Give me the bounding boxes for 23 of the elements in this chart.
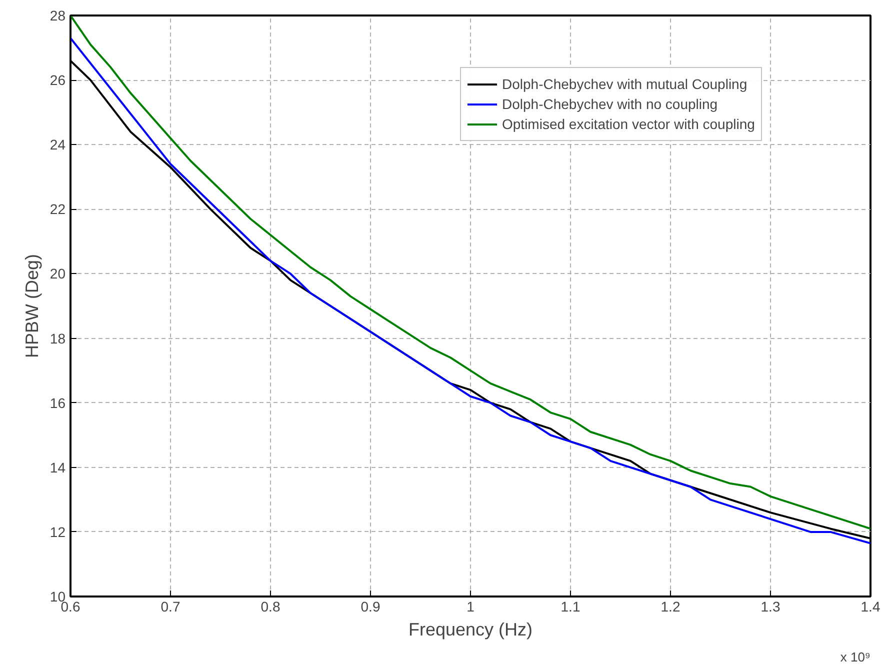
legend-label: Dolph-Chebychev with no coupling [502, 96, 718, 112]
x-tick-label: 1.1 [560, 598, 580, 614]
text: x 10⁹ [840, 650, 870, 664]
y-tick-label: 14 [50, 459, 66, 476]
y-tick-label: 22 [50, 201, 66, 218]
x-axis-title: Frequency (Hz) [408, 620, 533, 640]
y-tick-label: 12 [50, 524, 66, 540]
x-tick-label: 0.7 [160, 598, 180, 614]
x-tick-label: 1.2 [660, 598, 680, 614]
y-tick-label: 16 [50, 394, 66, 411]
legend-label: Dolph-Chebychev with mutual Coupling [502, 76, 748, 92]
y-tick-label: 18 [50, 330, 66, 346]
x-tick-label: 1.4 [860, 598, 880, 614]
y-tick-label: 28 [50, 8, 66, 24]
x-tick-label: 0.8 [260, 598, 280, 614]
y-axis-title: HPBW (Deg) [22, 254, 42, 358]
y-tick-label: 24 [50, 136, 66, 153]
y-tick-label: 20 [50, 266, 66, 282]
x-tick-label: 0.9 [360, 598, 380, 614]
x-tick-label: 1 [466, 598, 475, 614]
x-tick-label: 1.3 [760, 598, 780, 614]
y-tick-label: 26 [50, 72, 66, 88]
legend-label: Optimised excitation vector with coupling [502, 116, 755, 132]
